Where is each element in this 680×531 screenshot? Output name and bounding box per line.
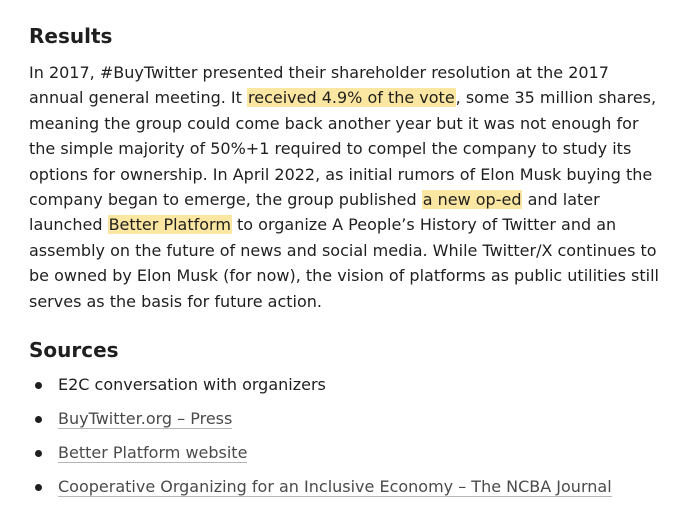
source-item: Cooperative Organizing for an Inclusive … [29,474,659,508]
bullet-icon [35,450,42,457]
source-label: E2C conversation with organizers [58,375,326,394]
results-text-4: to organize A People’s History of Twitte… [29,215,659,311]
results-text-2: , some 35 million shares, meaning the gr… [29,88,657,210]
better-platform-website-link[interactable]: Better Platform website [58,443,248,463]
sources-heading: Sources [29,338,119,362]
source-item: BuyTwitter.org – Press [29,406,659,440]
vote-result-link[interactable]: received 4.9% of the vote [247,88,456,108]
sources-list: E2C conversation with organizers BuyTwit… [29,372,659,508]
source-item: Better Platform website [29,440,659,474]
results-text-1: In 2017, #BuyTwitter presented their sha… [29,63,609,108]
bullet-icon [35,416,42,423]
results-text-3: and later launched [29,190,600,235]
buytwitter-press-link[interactable]: BuyTwitter.org – Press [58,409,233,429]
results-paragraph: In 2017, #BuyTwitter presented their sha… [29,60,661,314]
source-item: E2C conversation with organizers [29,372,659,406]
results-heading: Results [29,24,113,48]
bullet-icon [35,382,42,389]
better-platform-link[interactable]: Better Platform [107,215,232,235]
op-ed-link[interactable]: a new op-ed [421,190,523,210]
bullet-icon [35,484,42,491]
ncba-journal-link[interactable]: Cooperative Organizing for an Inclusive … [58,477,612,497]
